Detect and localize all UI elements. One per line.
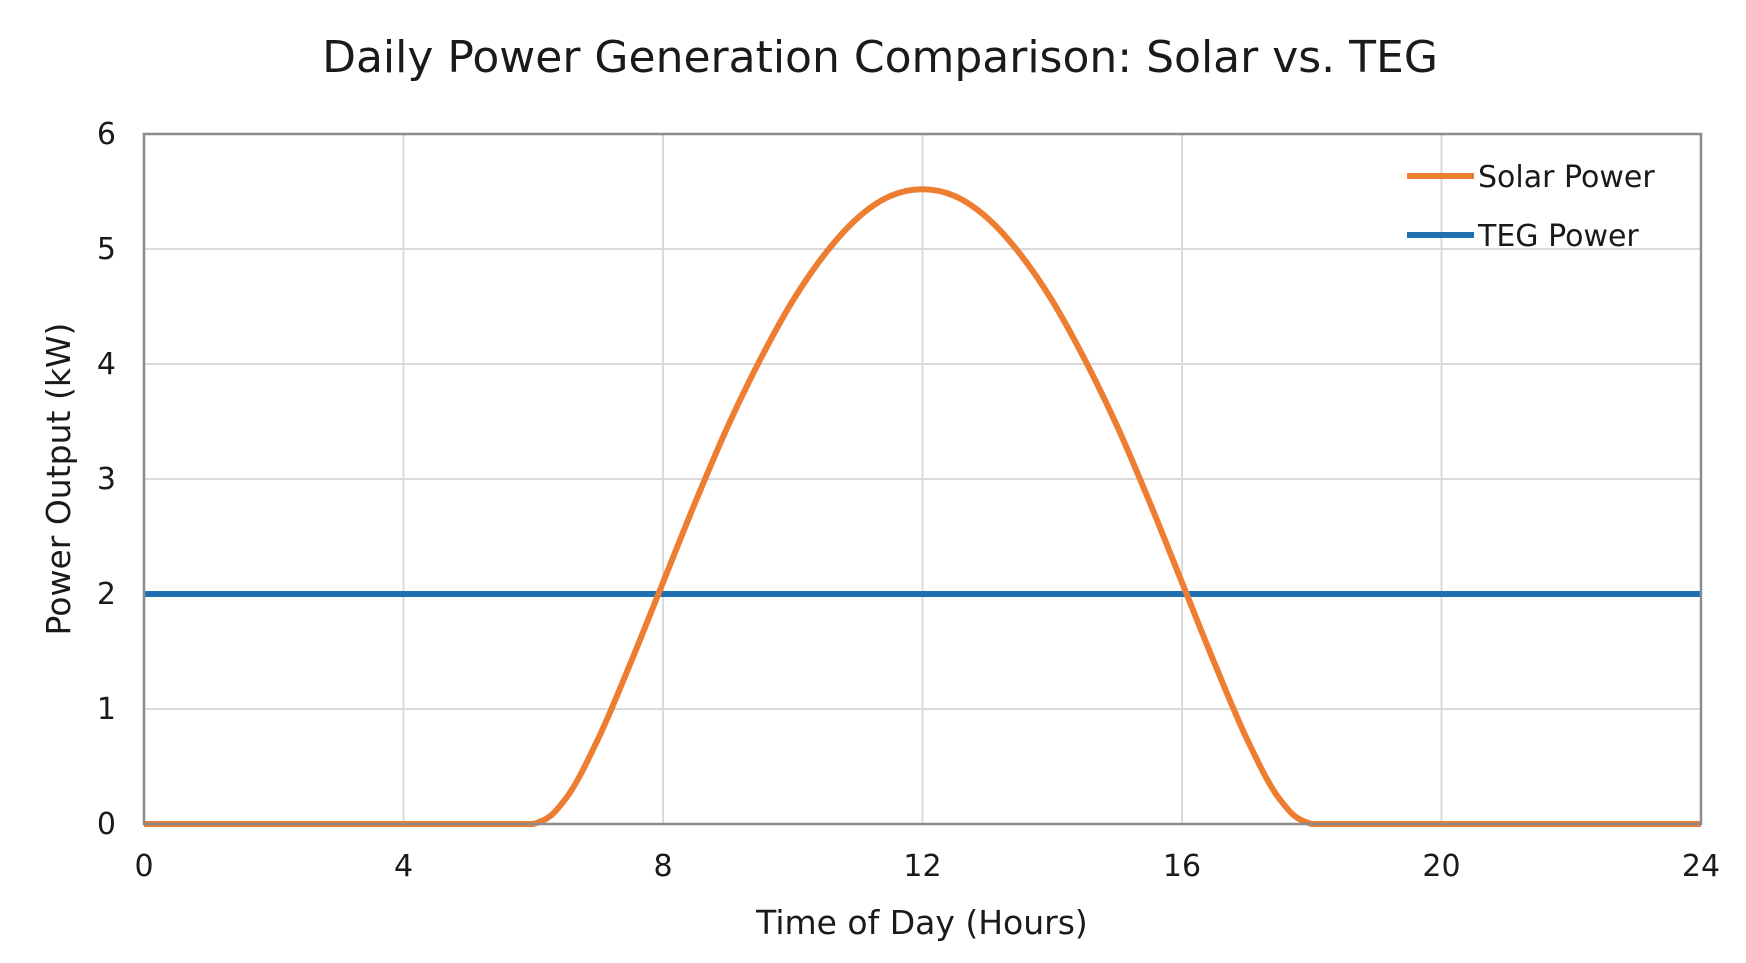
x-tick-label: 0 <box>134 849 153 884</box>
x-tick-label: 20 <box>1422 849 1460 884</box>
x-axis-label: Time of Day (Hours) <box>755 903 1088 942</box>
legend-label-teg-power: TEG Power <box>1477 219 1639 254</box>
y-tick-label: 0 <box>97 807 116 842</box>
x-tick-label: 16 <box>1163 849 1201 884</box>
y-tick-label: 5 <box>97 232 116 267</box>
legend: Solar Power TEG Power <box>1407 160 1655 254</box>
y-tick-label: 4 <box>97 347 116 382</box>
x-tick-label: 4 <box>394 849 413 884</box>
y-tick-label: 1 <box>97 692 116 727</box>
y-tick-label: 3 <box>97 462 116 497</box>
y-axis-label: Power Output (kW) <box>39 323 78 636</box>
chart-title: Daily Power Generation Comparison: Solar… <box>322 32 1438 83</box>
legend-label-solar-power: Solar Power <box>1478 160 1655 195</box>
x-tick-label: 8 <box>653 849 672 884</box>
plot-area-frame <box>142 132 1703 826</box>
y-tick-label: 6 <box>97 117 116 152</box>
x-tick-label: 24 <box>1682 849 1720 884</box>
y-tick-label: 2 <box>97 577 116 612</box>
x-tick-label: 12 <box>903 849 941 884</box>
